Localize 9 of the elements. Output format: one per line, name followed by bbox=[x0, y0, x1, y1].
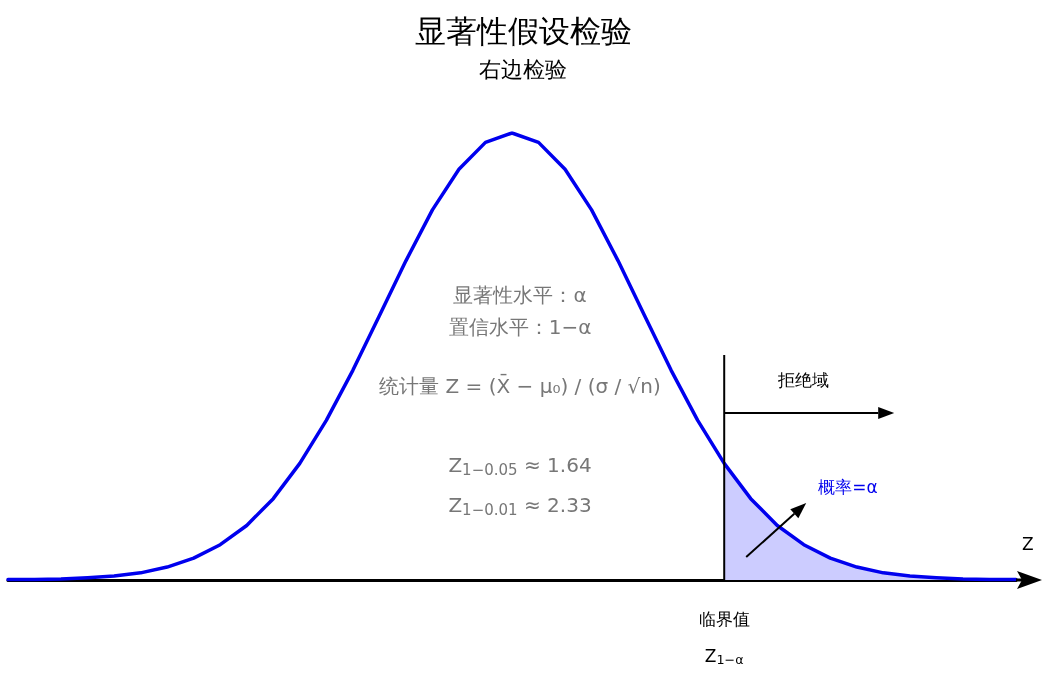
annotation: 概率=α bbox=[818, 477, 878, 497]
annotation: 拒绝域 bbox=[776, 370, 829, 390]
annotation: 置信水平：1−α bbox=[448, 315, 592, 339]
text: 临界值 bbox=[698, 609, 750, 629]
chart-title: 显著性假设检验 bbox=[414, 12, 632, 49]
annotation: 统计量 Z = (X̄ − μ₀) / (σ / √n) bbox=[379, 373, 661, 398]
chart-subtitle: 右边检验 bbox=[479, 56, 567, 82]
x-axis-title: Z bbox=[1022, 533, 1034, 554]
annotation: 显著性水平：α bbox=[453, 283, 587, 307]
